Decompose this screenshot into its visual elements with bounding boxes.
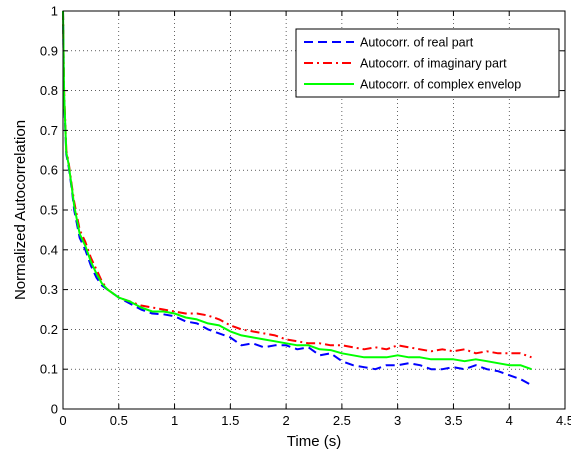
x-tick-label: 2.5 bbox=[333, 413, 351, 428]
y-tick-label: 0.4 bbox=[40, 242, 58, 257]
y-tick-label: 0.8 bbox=[40, 83, 58, 98]
x-tick-label: 3 bbox=[394, 413, 401, 428]
x-tick-label: 2 bbox=[282, 413, 289, 428]
x-tick-label: 1 bbox=[171, 413, 178, 428]
y-tick-label: 0.3 bbox=[40, 282, 58, 297]
series-line-2 bbox=[62, 10, 532, 359]
legend-label-1: Autocorr. of real part bbox=[360, 36, 474, 50]
y-tick-label: 0.6 bbox=[40, 163, 58, 178]
y-tick-label: 0 bbox=[51, 402, 58, 417]
y-tick-label: 0.9 bbox=[40, 43, 58, 58]
x-tick-label: 1.5 bbox=[221, 413, 239, 428]
x-tick-label: 4.5 bbox=[556, 413, 571, 428]
series-line-3 bbox=[62, 10, 532, 371]
y-tick-label: 0.1 bbox=[40, 362, 58, 377]
series-lines bbox=[62, 10, 532, 386]
legend-label-3: Autocorr. of complex envelop bbox=[360, 78, 521, 92]
x-tick-label: 3.5 bbox=[444, 413, 462, 428]
x-axis-label: Time (s) bbox=[287, 433, 341, 450]
y-tick-label: 0.5 bbox=[40, 203, 58, 218]
tick-labels: 0 0.5 1 1.5 2 2.5 3 3.5 4 4.5 0 0.1 0.2 0.3 0.4 0.5 0.6 0… bbox=[40, 4, 571, 429]
legend: Autocorr. of real part Autocorr. of imagi… bbox=[295, 28, 560, 98]
y-tick-label: 0.2 bbox=[40, 322, 58, 337]
y-axis-label: Normalized Autocorrelation bbox=[12, 120, 29, 300]
legend-box bbox=[295, 28, 560, 98]
legend-label-2: Autocorr. of imaginary part bbox=[360, 57, 507, 71]
x-tick-label: 0.5 bbox=[110, 413, 128, 428]
axis-ticks bbox=[62, 10, 566, 410]
y-tick-label: 1 bbox=[51, 4, 58, 19]
y-tick-label: 0.7 bbox=[40, 123, 58, 138]
x-tick-label: 4 bbox=[506, 413, 513, 428]
x-tick-label: 0 bbox=[59, 413, 66, 428]
